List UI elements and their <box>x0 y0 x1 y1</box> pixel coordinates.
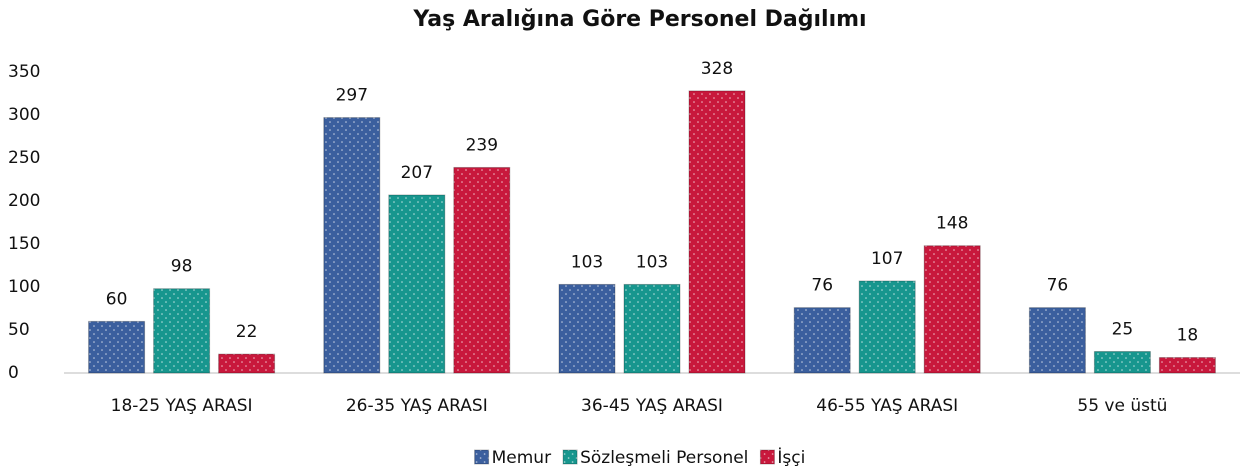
legend-label: Sözleşmeli Personel <box>580 448 748 468</box>
y-tick-label: 0 <box>8 363 19 383</box>
bar <box>453 166 511 374</box>
y-tick-label: 100 <box>8 277 40 297</box>
value-label: 25 <box>1112 320 1134 340</box>
value-label: 18 <box>1177 326 1199 346</box>
bar <box>388 194 446 374</box>
bar <box>623 283 681 374</box>
bar <box>1158 357 1216 374</box>
legend-swatch <box>474 449 490 465</box>
x-tick-label: 18-25 YAŞ ARASI <box>111 396 253 416</box>
value-label: 207 <box>401 163 433 183</box>
value-label: 76 <box>811 276 833 296</box>
chart-title: Yaş Aralığına Göre Personel Dağılımı <box>412 7 866 32</box>
value-label: 103 <box>571 252 603 272</box>
value-label: 148 <box>936 214 968 234</box>
legend-swatch <box>562 449 578 465</box>
value-label: 103 <box>636 252 668 272</box>
bar <box>923 245 981 374</box>
value-label: 239 <box>466 135 498 155</box>
y-tick-label: 300 <box>8 105 40 125</box>
bar <box>858 280 916 374</box>
x-tick-label: 55 ve üstü <box>1077 396 1167 416</box>
bar <box>793 307 851 374</box>
legend-label: Memur <box>492 448 551 468</box>
bar <box>1028 307 1086 374</box>
value-label: 76 <box>1047 276 1069 296</box>
y-tick-label: 350 <box>8 62 40 82</box>
bar <box>1093 351 1151 374</box>
bar <box>688 90 746 374</box>
x-tick-label: 36-45 YAŞ ARASI <box>581 396 723 416</box>
x-tick-label: 26-35 YAŞ ARASI <box>346 396 488 416</box>
y-tick-label: 200 <box>8 191 40 211</box>
value-label: 297 <box>336 86 368 106</box>
bar <box>323 117 381 374</box>
y-tick-label: 50 <box>8 320 30 340</box>
x-tick-label: 46-55 YAŞ ARASI <box>816 396 958 416</box>
y-tick-label: 250 <box>8 148 40 168</box>
legend-swatch <box>759 449 775 465</box>
y-tick-label: 150 <box>8 234 40 254</box>
legend: Memur Sözleşmeli Personel İşçi <box>474 447 805 468</box>
bar <box>153 288 211 374</box>
value-label: 22 <box>236 322 258 342</box>
value-label: 60 <box>106 289 128 309</box>
bar <box>218 353 276 374</box>
legend-label: İşçi <box>777 447 805 468</box>
value-label: 328 <box>701 59 733 79</box>
value-label: 98 <box>171 257 193 277</box>
bar <box>88 320 146 374</box>
value-label: 107 <box>871 249 903 269</box>
bar <box>558 283 616 374</box>
